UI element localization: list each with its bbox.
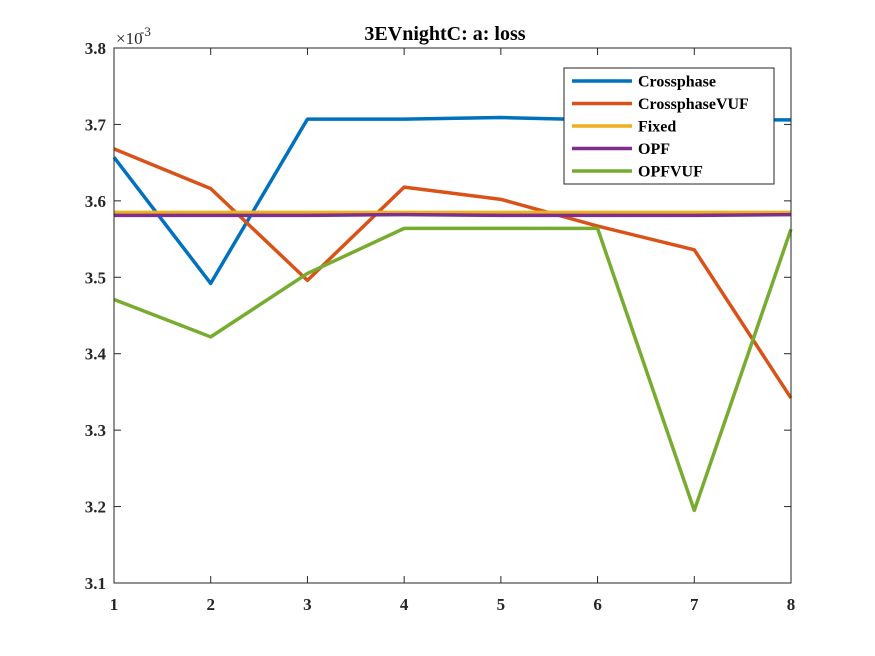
series-line-crossphasevuf	[113, 147, 793, 399]
x-tick-label: 2	[206, 595, 215, 614]
legend-label-fixed: Fixed	[638, 119, 676, 136]
y-exponent-label: ×10	[116, 29, 143, 48]
y-tick-label: 3.3	[85, 421, 106, 440]
legend-label-opfvuf: OPFVUF	[638, 164, 703, 181]
legend: Crossphase CrossphaseVUF Fixed OPF OPFVUF	[563, 67, 775, 185]
y-tick-label: 3.7	[85, 115, 107, 134]
plot-frame	[113, 47, 792, 584]
legend-label-opf: OPF	[638, 141, 670, 158]
y-tick-label: 3.6	[85, 192, 106, 211]
x-tick-label: 6	[593, 595, 602, 614]
y-tick-label: 3.4	[85, 345, 107, 364]
legend-label-crossphase: Crossphase	[638, 74, 716, 91]
y-tick-label: 3.1	[85, 574, 106, 593]
x-tick-label: 8	[787, 595, 796, 614]
legend-label-crossphasevuf: CrossphaseVUF	[638, 96, 749, 113]
ticks-layer: 1 2 3 4 5 6 7 8 3.1 3.2 3.3 3.4 3.5 3.6 3.7 3.8	[85, 39, 796, 614]
x-tick-label: 5	[497, 595, 506, 614]
series-line-opfvuf	[113, 226, 793, 513]
y-exponent-power: -3	[140, 24, 151, 39]
y-tick-label: 3.8	[85, 39, 106, 58]
series-line-opf	[114, 212, 792, 218]
x-tick-label: 1	[110, 595, 119, 614]
x-tick-label: 4	[400, 595, 409, 614]
y-tick-label: 3.5	[85, 268, 106, 287]
chart-title: 3EVnightC: a: loss	[364, 23, 525, 45]
x-tick-label: 7	[690, 595, 699, 614]
y-tick-label: 3.2	[85, 498, 106, 517]
x-tick-label: 3	[303, 595, 312, 614]
